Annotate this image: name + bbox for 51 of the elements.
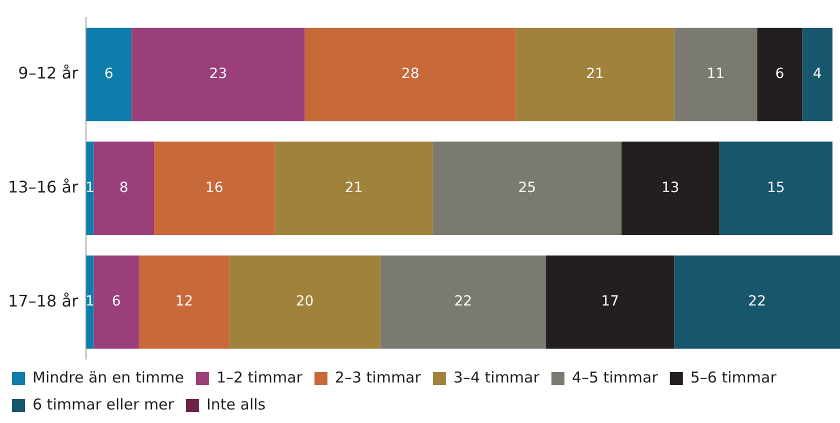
legend-label: 2–3 timmar — [334, 368, 422, 386]
bar — [432, 142, 622, 235]
bar — [380, 255, 546, 349]
legend-label: 5–6 timmar — [690, 368, 778, 386]
y-tick-label: 13–16 år — [8, 177, 79, 196]
data-label: 21 — [586, 66, 604, 82]
bar — [304, 28, 516, 122]
y-tick-label: 17–18 år — [8, 291, 79, 310]
bar — [274, 142, 433, 235]
bar — [674, 255, 840, 349]
data-label: 4 — [812, 66, 822, 82]
data-label: 8 — [119, 180, 128, 196]
bar — [621, 142, 720, 235]
data-label: 23 — [209, 66, 228, 82]
data-label: 17 — [601, 294, 619, 310]
data-label: 1 — [85, 294, 94, 310]
data-label: 6 — [775, 66, 784, 82]
bar — [138, 255, 230, 349]
data-label: 12 — [175, 294, 194, 310]
bar — [802, 28, 832, 122]
legend-label: Inte alls — [206, 395, 266, 414]
bar — [516, 28, 674, 122]
bar — [757, 28, 802, 122]
legend-label: 1–2 timmar — [216, 368, 304, 386]
data-label: 20 — [296, 294, 314, 310]
bar — [86, 28, 132, 122]
data-label: 22 — [748, 294, 766, 310]
bar — [154, 142, 275, 235]
data-label: 6 — [104, 66, 114, 82]
bar — [546, 255, 674, 349]
data-label: 11 — [706, 66, 725, 82]
data-label: 1 — [85, 180, 94, 196]
data-label: 28 — [401, 66, 420, 82]
bar — [229, 255, 380, 349]
bar — [719, 142, 832, 235]
data-label: 15 — [767, 180, 785, 196]
y-tick-label: 9–12 år — [18, 64, 79, 83]
data-label: 21 — [344, 180, 363, 196]
bar — [94, 142, 154, 235]
data-label: 16 — [205, 180, 224, 196]
bar — [131, 28, 305, 122]
data-label: 22 — [454, 294, 472, 310]
legend-label: 4–5 timmar — [572, 368, 659, 386]
data-label: 25 — [518, 180, 536, 196]
data-label: 13 — [661, 180, 680, 196]
data-label: 6 — [112, 294, 121, 310]
bar — [94, 255, 139, 349]
bar — [674, 28, 758, 122]
legend-label: 3–4 timmar — [453, 368, 540, 386]
legend-label: Mindre än en timme — [32, 368, 184, 386]
legend-label: 6 timmar eller mer — [32, 395, 175, 414]
